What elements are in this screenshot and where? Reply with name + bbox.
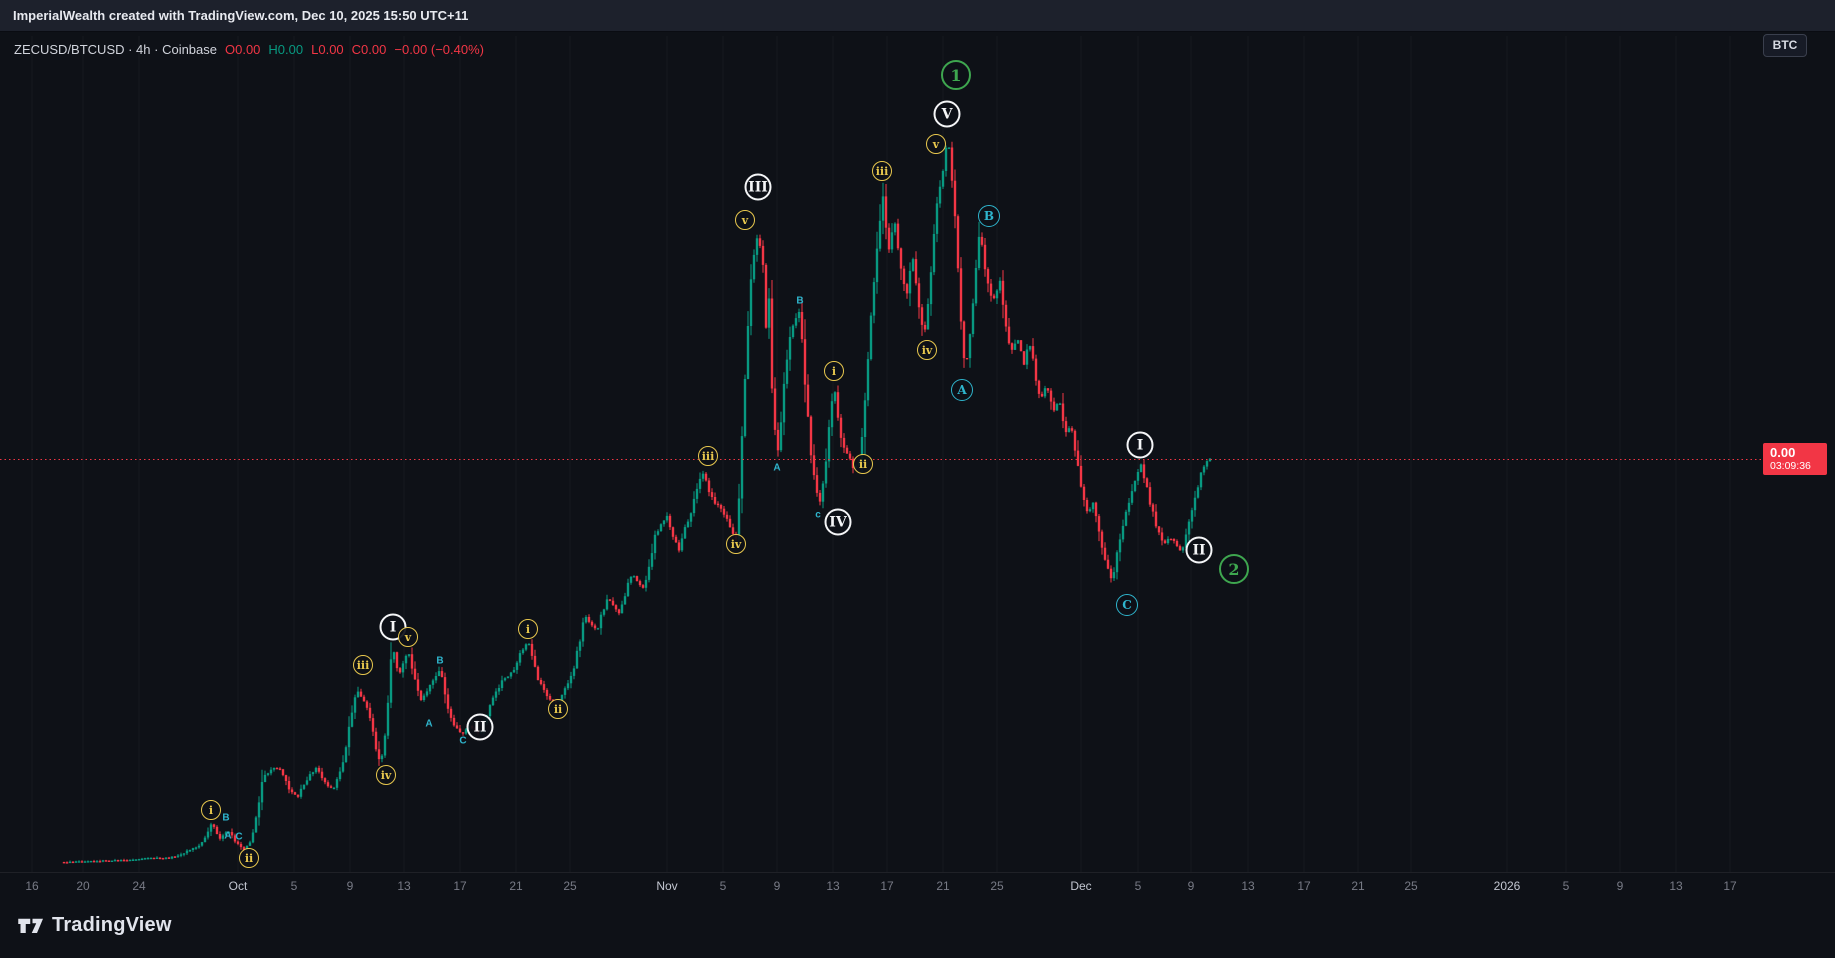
wave-label-a[interactable]: A [224, 830, 232, 842]
wave-label-i[interactable]: i [824, 361, 844, 381]
x-axis-tick: 13 [826, 879, 840, 893]
tradingview-logo-icon [18, 918, 43, 933]
wave-label-a[interactable]: A [951, 379, 973, 401]
ohlc-high: H0.00 [268, 42, 304, 57]
x-axis-tick: 5 [1134, 879, 1142, 893]
x-axis-tick: 20 [76, 879, 90, 893]
symbol-title[interactable]: ZECUSD/BTCUSD · 4h · Coinbase [14, 42, 217, 57]
wave-label-b[interactable]: B [436, 655, 444, 667]
wave-label-iv[interactable]: iv [917, 340, 937, 360]
ohlc-close: C0.00 [351, 42, 387, 57]
x-axis-tick: 16 [25, 879, 39, 893]
ohlc-open: O0.00 [225, 42, 261, 57]
wave-label-b[interactable]: B [222, 812, 230, 824]
wave-label-ii[interactable]: ii [853, 454, 873, 474]
attribution-banner: ImperialWealth created with TradingView.… [0, 0, 1835, 32]
x-axis-tick: 9 [346, 879, 354, 893]
wave-label-iv[interactable]: iv [726, 534, 746, 554]
wave-label-c[interactable]: C [1116, 594, 1138, 616]
x-axis-tick: 21 [936, 879, 950, 893]
symbol-header: ZECUSD/BTCUSD · 4h · Coinbase O0.00 H0.0… [14, 42, 484, 57]
x-axis-tick: 17 [453, 879, 467, 893]
x-axis-tick: Nov [656, 879, 678, 893]
wave-label-b[interactable]: B [978, 205, 1000, 227]
wave-label-ii[interactable]: II [466, 713, 494, 741]
x-axis-tick: 9 [773, 879, 781, 893]
wave-label-v[interactable]: v [398, 627, 418, 647]
price-change: −0.00 (−0.40%) [394, 42, 484, 57]
x-axis-tick: 9 [1616, 879, 1624, 893]
x-axis-tick: 17 [880, 879, 894, 893]
x-axis-tick: Dec [1070, 879, 1092, 893]
tradingview-logo-text: TradingView [52, 914, 172, 936]
x-axis-tick: 24 [132, 879, 146, 893]
wave-label-iv[interactable]: iv [376, 765, 396, 785]
wave-label-2[interactable]: 2 [1219, 554, 1249, 584]
bar-countdown: 03:09:36 [1770, 460, 1811, 472]
wave-label-iii[interactable]: iii [353, 655, 373, 675]
time-axis[interactable]: 16 20 24 Oct 5 9 13 17 21 25 Nov 5 9 13 17 21 25 Dec 5 9 13 1… [0, 872, 1835, 901]
currency-toggle-button[interactable]: BTC [1763, 34, 1807, 57]
wave-label-iv[interactable]: IV [824, 508, 852, 536]
x-axis-tick: 13 [397, 879, 411, 893]
wave-label-ii[interactable]: II [1185, 536, 1213, 564]
x-axis-tick: 21 [509, 879, 523, 893]
x-axis-tick: 5 [290, 879, 298, 893]
wave-label-v[interactable]: v [926, 134, 946, 154]
tradingview-logo[interactable]: TradingView [16, 912, 172, 939]
ohlc-low: L0.00 [311, 42, 344, 57]
wave-label-c[interactable]: c [815, 509, 821, 521]
x-axis-tick: 13 [1669, 879, 1683, 893]
wave-label-i[interactable]: I [1126, 431, 1154, 459]
x-axis-tick: 5 [1562, 879, 1570, 893]
attribution-text: ImperialWealth created with TradingView.… [13, 8, 469, 23]
wave-label-b[interactable]: B [796, 295, 804, 307]
price-axis-label: 0.00 03:09:36 [1763, 443, 1827, 475]
wave-label-i[interactable]: i [201, 800, 221, 820]
x-axis-tick: 13 [1241, 879, 1255, 893]
wave-label-iii[interactable]: iii [872, 161, 892, 181]
x-axis-tick: 9 [1187, 879, 1195, 893]
wave-label-v[interactable]: V [933, 100, 961, 128]
x-axis-tick: 25 [990, 879, 1004, 893]
x-axis-tick: 17 [1297, 879, 1311, 893]
price-value: 0.00 [1770, 445, 1796, 460]
x-axis-tick: 5 [719, 879, 727, 893]
wave-label-1[interactable]: 1 [941, 60, 971, 90]
wave-label-i[interactable]: i [518, 619, 538, 639]
wave-label-a[interactable]: A [773, 462, 781, 474]
x-axis-tick: 17 [1723, 879, 1737, 893]
x-axis-tick: 21 [1351, 879, 1365, 893]
wave-label-a[interactable]: A [425, 718, 433, 730]
x-axis-tick: 2026 [1493, 879, 1521, 893]
wave-label-ii[interactable]: ii [548, 699, 568, 719]
x-axis-tick: 25 [1404, 879, 1418, 893]
wave-label-iii[interactable]: III [744, 173, 772, 201]
wave-label-ii[interactable]: ii [239, 848, 259, 868]
wave-label-iii[interactable]: iii [698, 446, 718, 466]
x-axis-tick: 25 [563, 879, 577, 893]
current-price-line [0, 459, 1761, 460]
wave-label-c[interactable]: C [235, 831, 243, 843]
x-axis-tick: Oct [228, 879, 248, 893]
wave-label-v[interactable]: v [735, 210, 755, 230]
wave-label-c[interactable]: C [459, 735, 467, 747]
